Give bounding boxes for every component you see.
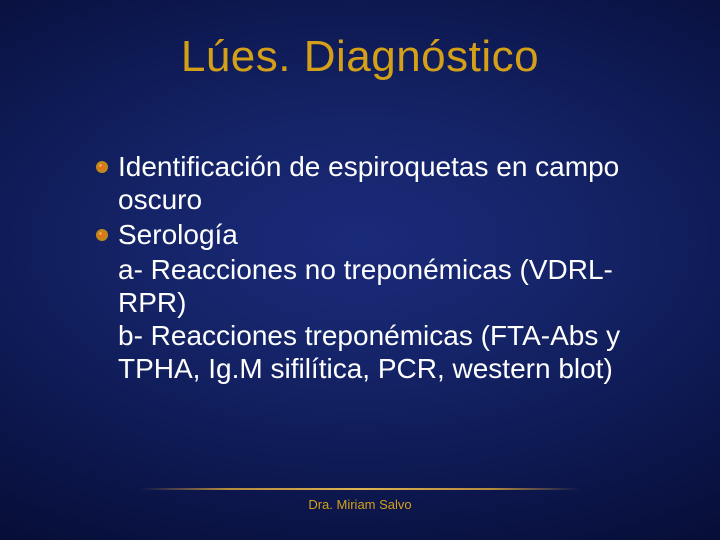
slide-title: Lúes. Diagnóstico	[0, 32, 720, 82]
footer-author: Dra. Miriam Salvo	[0, 497, 720, 512]
bullet-text: Serología	[118, 218, 660, 251]
slide-content: Identificación de espiroquetas en campo …	[96, 150, 660, 385]
slide: Lúes. Diagnóstico Identificación de espi…	[0, 0, 720, 540]
bullet-marker-icon	[96, 160, 108, 178]
bullet-item: Identificación de espiroquetas en campo …	[96, 150, 660, 216]
bullet-item: Serología	[96, 218, 660, 251]
divider-line	[140, 488, 580, 490]
bullet-marker-icon	[96, 228, 108, 246]
subline-text: a- Reacciones no treponémicas (VDRL-RPR)	[118, 253, 660, 319]
bullet-text: Identificación de espiroquetas en campo …	[118, 150, 660, 216]
subline-text: b- Reacciones treponémicas (FTA-Abs y TP…	[118, 319, 660, 385]
